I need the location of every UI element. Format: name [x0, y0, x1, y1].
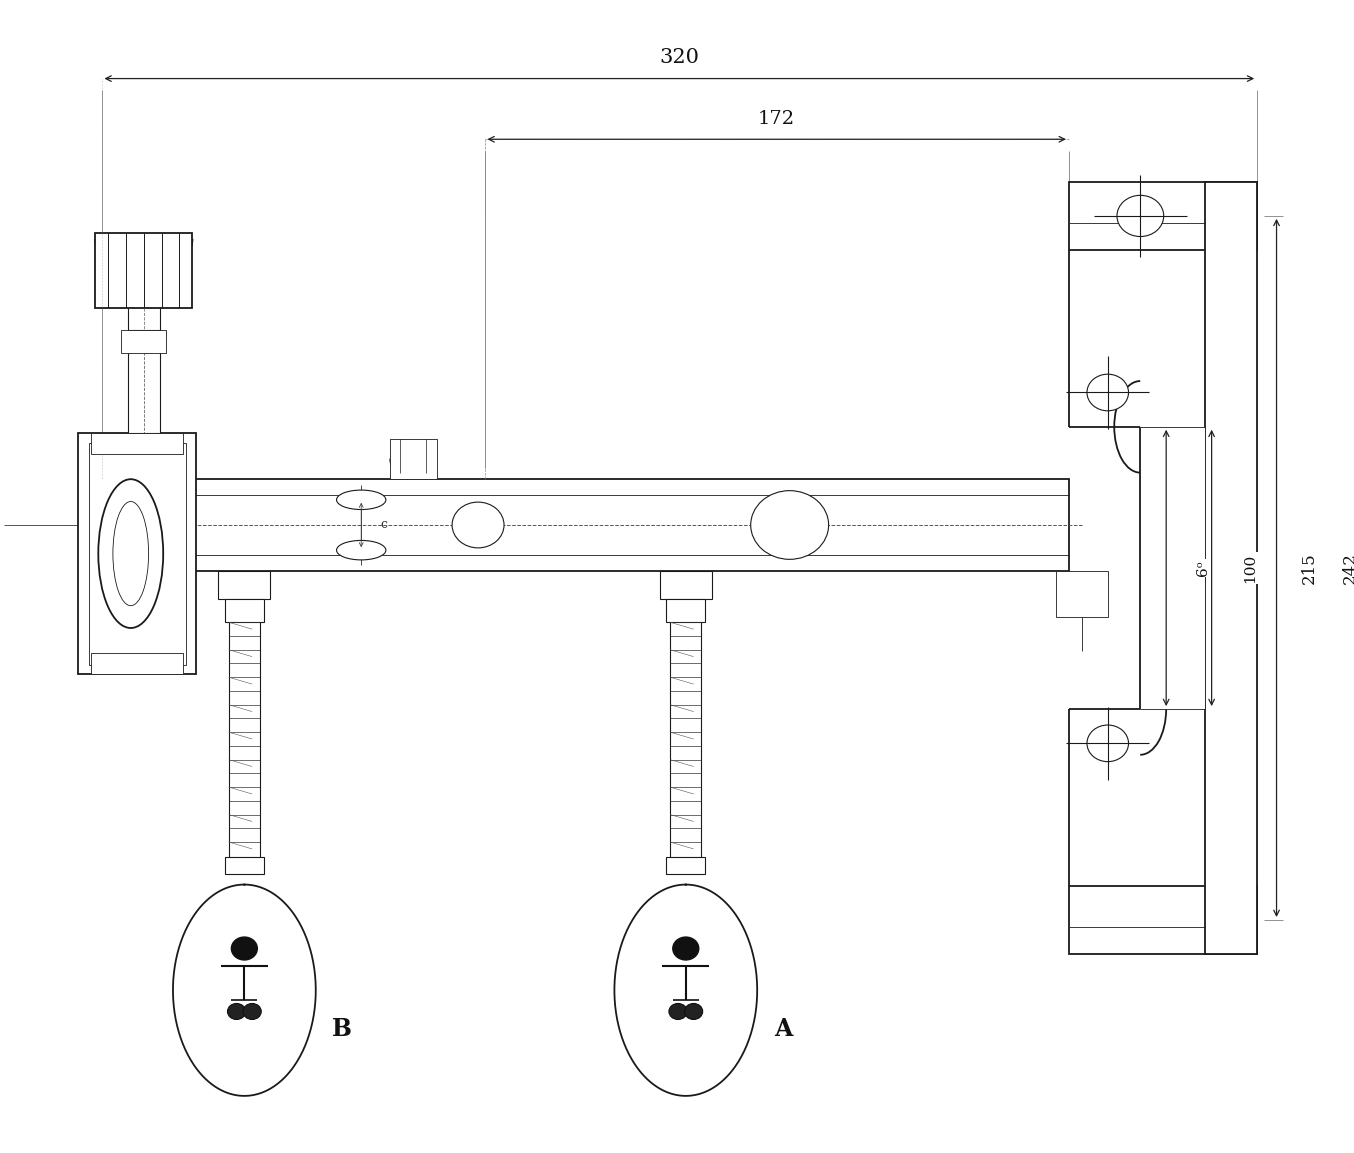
- Bar: [91, 434, 183, 454]
- Ellipse shape: [337, 490, 386, 510]
- Bar: [225, 857, 264, 874]
- Bar: [225, 600, 264, 623]
- Ellipse shape: [99, 480, 164, 628]
- Bar: [1056, 571, 1108, 617]
- Bar: [1068, 886, 1257, 955]
- Circle shape: [685, 1003, 703, 1019]
- Bar: [1140, 427, 1205, 709]
- Polygon shape: [173, 884, 315, 1095]
- Bar: [91, 654, 183, 673]
- Circle shape: [669, 1003, 686, 1019]
- Text: A: A: [774, 1017, 792, 1041]
- Bar: [666, 857, 705, 874]
- Circle shape: [750, 491, 829, 559]
- Text: 242: 242: [1342, 552, 1354, 583]
- Circle shape: [227, 1003, 245, 1019]
- Polygon shape: [615, 884, 757, 1095]
- Text: 172: 172: [758, 110, 795, 128]
- Bar: [121, 331, 167, 353]
- Bar: [79, 434, 196, 673]
- Bar: [390, 439, 436, 480]
- Bar: [88, 443, 185, 664]
- Ellipse shape: [112, 502, 149, 605]
- Circle shape: [1087, 725, 1128, 762]
- Ellipse shape: [337, 541, 386, 560]
- Bar: [1205, 181, 1257, 955]
- Circle shape: [452, 502, 504, 548]
- Circle shape: [232, 937, 257, 960]
- Bar: [659, 571, 712, 600]
- Bar: [1068, 181, 1257, 250]
- Circle shape: [1117, 195, 1163, 236]
- Bar: [192, 480, 1068, 571]
- Circle shape: [244, 1003, 261, 1019]
- Bar: [666, 600, 705, 623]
- Text: 215: 215: [1300, 552, 1317, 583]
- Bar: [218, 571, 271, 600]
- Text: 6ᵒ: 6ᵒ: [1196, 560, 1209, 575]
- Bar: [127, 331, 160, 434]
- Bar: [95, 233, 192, 308]
- Text: 100: 100: [1243, 553, 1258, 582]
- Circle shape: [673, 937, 699, 960]
- Circle shape: [1087, 375, 1128, 410]
- Text: c: c: [380, 519, 387, 532]
- Text: 320: 320: [659, 48, 699, 68]
- Text: B: B: [332, 1017, 352, 1041]
